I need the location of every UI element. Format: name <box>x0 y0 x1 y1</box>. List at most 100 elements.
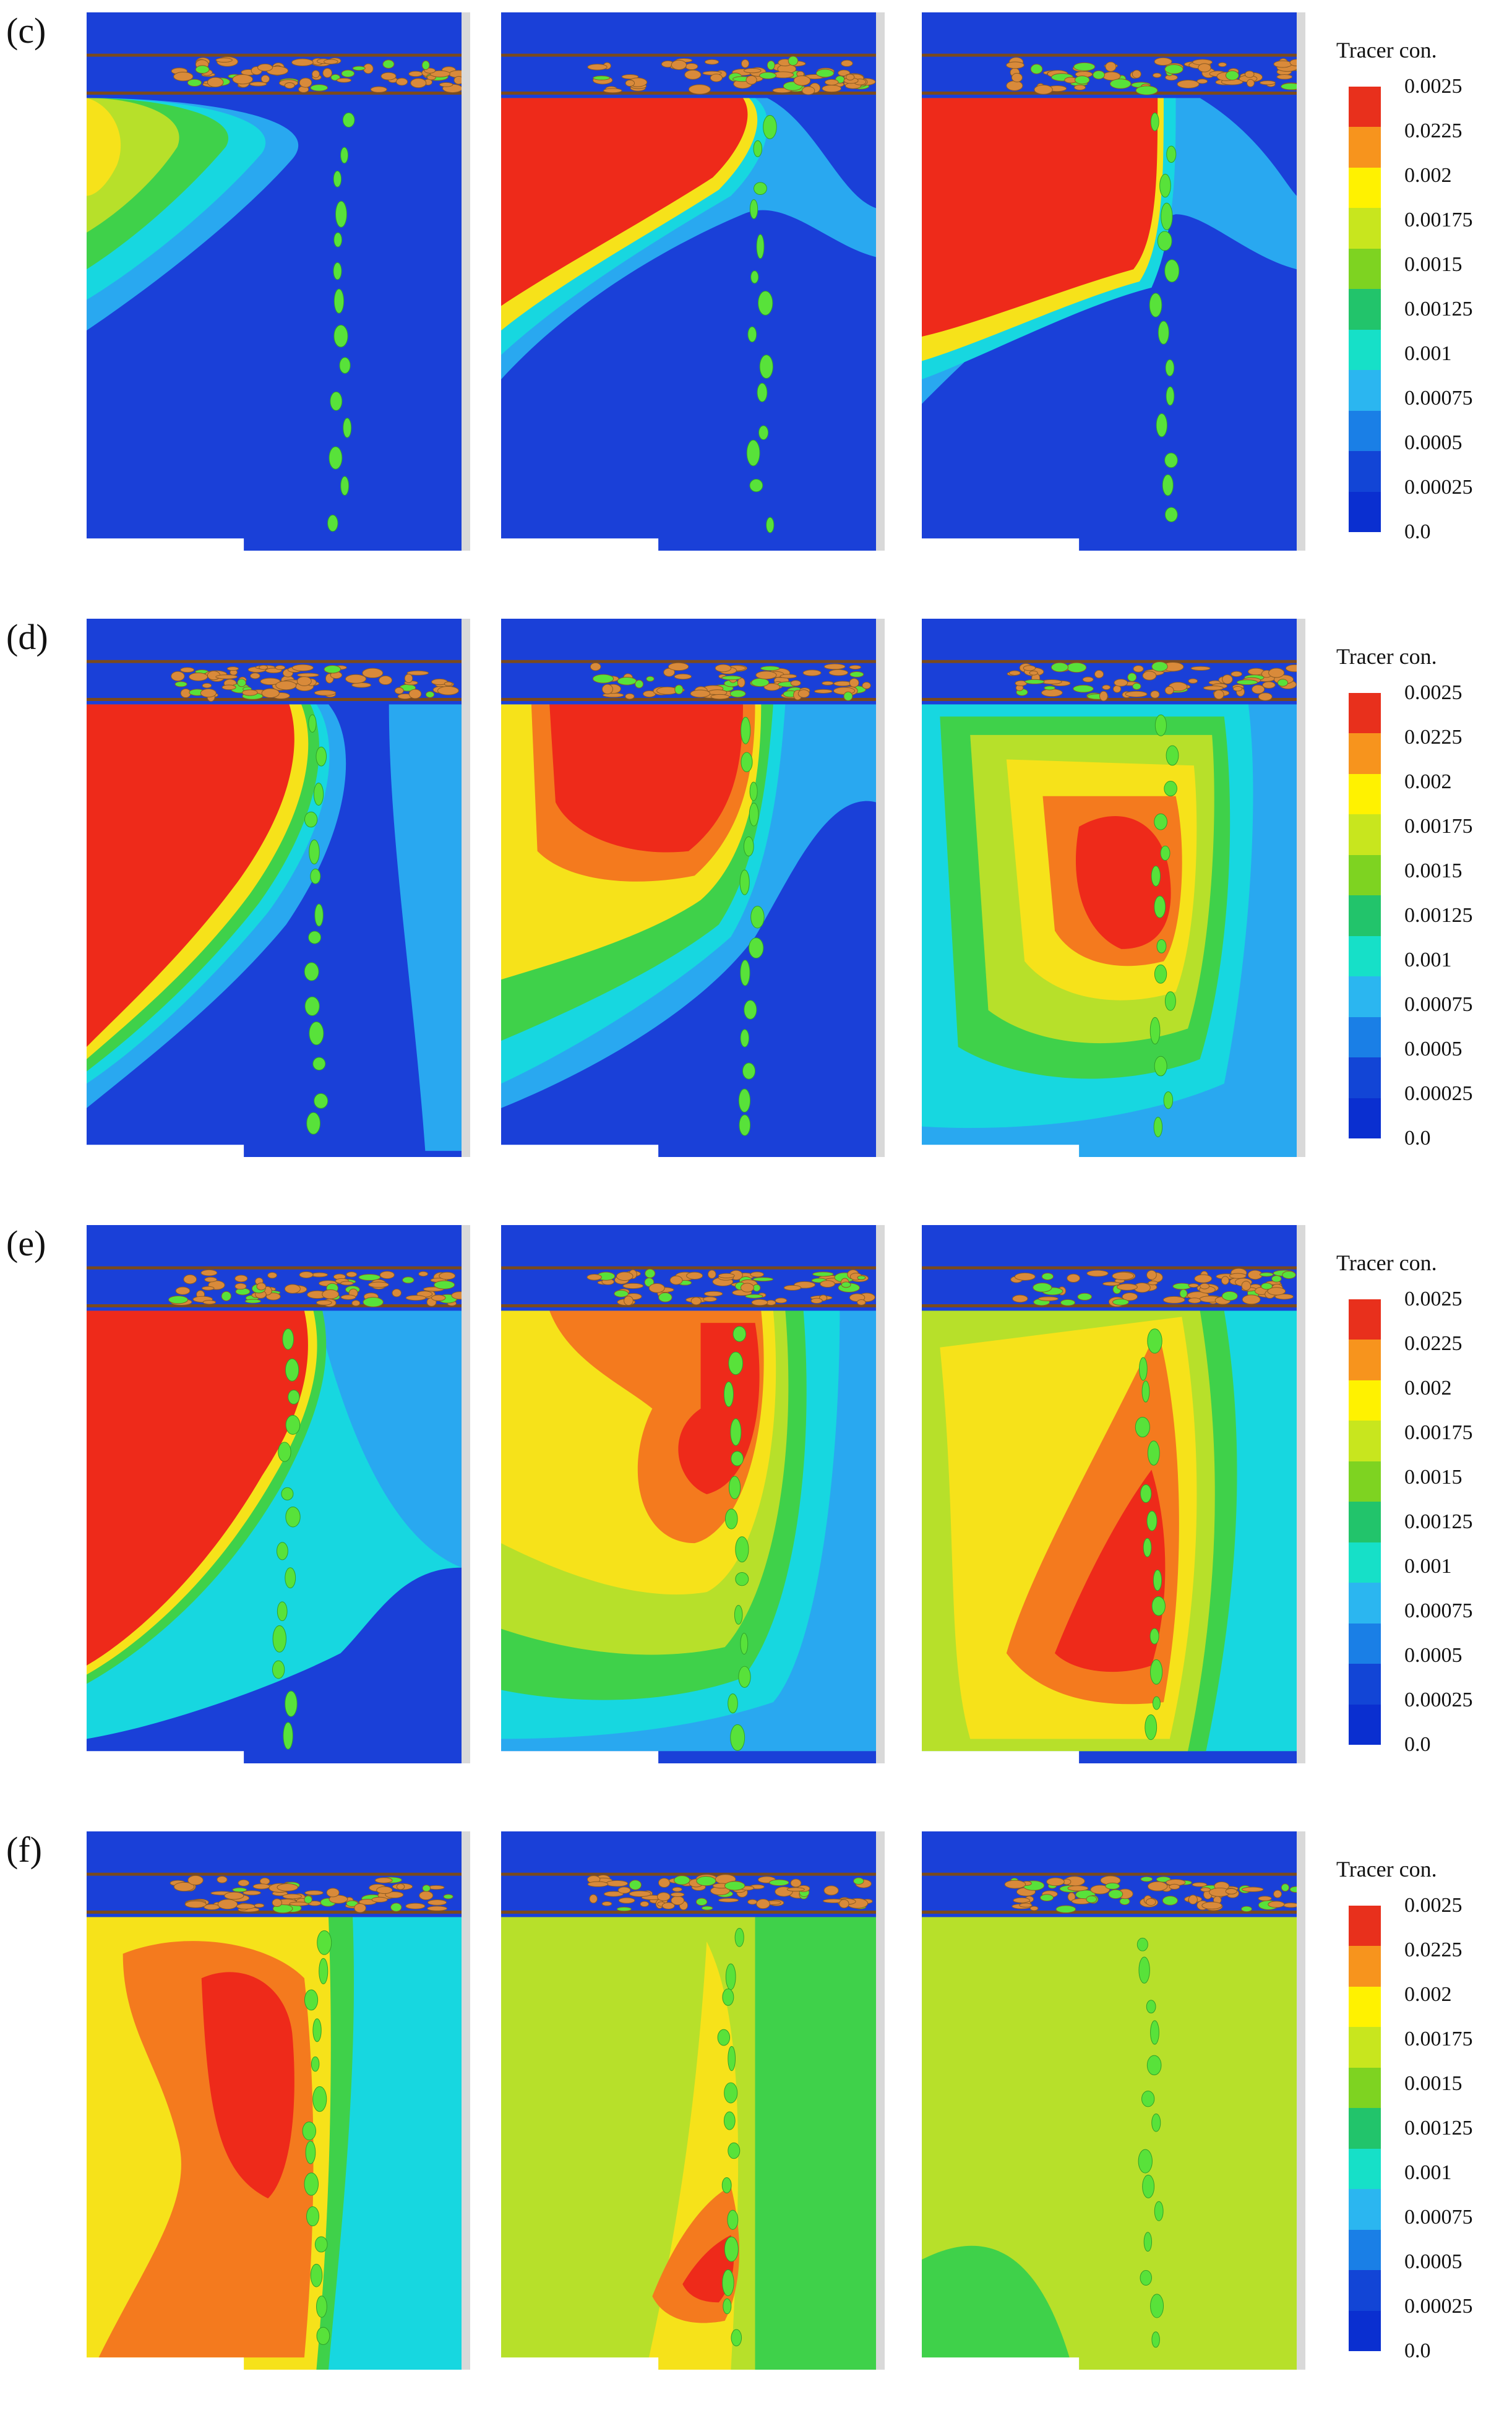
surface-bubble <box>616 1906 632 1912</box>
surface-bubble <box>592 674 614 684</box>
surface-bubble <box>672 1886 682 1892</box>
gas-bubble <box>304 962 319 981</box>
surface-bubble <box>439 1271 456 1280</box>
surface-bubble <box>1094 669 1104 679</box>
colorbar-tick-label: 0.00125 <box>1404 2117 1473 2140</box>
colorbar-swatch <box>1349 2310 1381 2351</box>
colorbar-tick-label: 0.00125 <box>1404 904 1473 927</box>
colorbar-tick-label: 0.00075 <box>1404 993 1473 1016</box>
gas-bubble <box>741 716 751 744</box>
surface-bubble <box>625 79 635 87</box>
gas-bubble <box>272 1660 285 1679</box>
colorbar-tick-label: 0.00025 <box>1404 476 1473 499</box>
surface-bubble <box>1258 1896 1272 1901</box>
legend-title: Tracer con. <box>1336 1250 1437 1275</box>
outline-step <box>87 538 244 551</box>
surface-bubble <box>1273 60 1292 68</box>
surface-bubble <box>1122 1292 1138 1301</box>
gas-bubble <box>333 262 342 280</box>
surface-bubble <box>243 1890 261 1896</box>
gas-bubble <box>1166 386 1175 406</box>
contour-plot <box>922 1831 1297 2370</box>
surface-bubble <box>346 1900 358 1907</box>
surface-bubble <box>1108 1889 1123 1899</box>
colorbar-tick-label: 0.0225 <box>1404 726 1463 749</box>
surface-bubble <box>1112 685 1122 693</box>
surface-bubble <box>790 1878 802 1888</box>
gas-bubble <box>1151 866 1161 887</box>
surface-bubble <box>221 684 236 690</box>
row-label: (e) <box>6 1223 46 1263</box>
surface-bubble <box>1086 1270 1109 1277</box>
contour-panel <box>501 12 885 551</box>
surface-bubble <box>786 1887 805 1892</box>
outline-step <box>922 538 1080 551</box>
surface-bubble <box>815 69 835 78</box>
gas-bubble <box>319 1958 329 1985</box>
surface-bubble <box>1004 1880 1026 1889</box>
surface-bubble <box>312 70 320 79</box>
contour-band <box>549 704 743 853</box>
surface-bubble <box>1198 63 1211 72</box>
surface-bubble <box>629 1880 642 1890</box>
surface-bubble <box>275 665 286 670</box>
surface-bubble <box>812 1271 834 1277</box>
gas-bubble <box>724 1508 738 1529</box>
gas-bubble <box>753 140 763 157</box>
surface-bubble <box>421 60 430 70</box>
surface-bubble <box>1218 62 1227 67</box>
colorbar-legend: Tracer con. 0.0025 0.0225 0.002 0.00175 0.001… <box>1336 643 1510 1176</box>
surface-bubble <box>1236 679 1258 686</box>
gas-bubble <box>1159 173 1171 198</box>
surface-bubble <box>299 1271 314 1278</box>
gas-bubble <box>763 114 777 139</box>
gas-bubble <box>1142 2174 1155 2198</box>
surface-bubble <box>1105 61 1117 72</box>
surface-bubble <box>674 673 692 680</box>
surface-bubble <box>802 86 815 95</box>
gas-bubble <box>282 1328 294 1350</box>
surface-bubble <box>751 677 770 687</box>
colorbar-ticks: 0.0025 0.0225 0.002 0.00175 0.0015 0.00125 0.0… <box>1404 681 1510 1150</box>
colorbar-swatch <box>1349 936 1381 977</box>
surface-bubble <box>788 56 799 66</box>
surface-bubble <box>252 1883 270 1890</box>
colorbar-swatch <box>1349 814 1381 855</box>
surface-bubble <box>202 682 212 689</box>
colorbar-tick-label: 0.0015 <box>1404 1466 1463 1489</box>
surface-bubble <box>326 1888 340 1898</box>
gas-bubble <box>288 1390 300 1404</box>
colorbar-tick-label: 0.002 <box>1404 1377 1452 1400</box>
gas-bubble <box>723 2298 732 2315</box>
gas-bubble <box>1153 1696 1161 1710</box>
surface-bubble <box>207 77 224 88</box>
gas-bubble <box>731 1451 744 1466</box>
gas-bubble <box>316 746 327 767</box>
surface-bubble <box>184 1900 207 1908</box>
colorbar-swatch <box>1349 1098 1381 1138</box>
gas-bubble <box>1138 1956 1150 1984</box>
surface-bubble <box>1041 689 1063 697</box>
surface-bubble <box>1086 1895 1097 1903</box>
gas-bubble <box>1149 293 1162 317</box>
surface-bubble <box>833 681 852 687</box>
gas-bubble <box>285 1690 298 1717</box>
figure-row: (f) Tracer con. 0.0025 0.0225 0.002 0.00175 0.… <box>0 1830 1512 2413</box>
surface-bubble <box>1030 64 1043 74</box>
gas-bubble <box>759 355 773 379</box>
surface-bubble <box>340 1281 354 1286</box>
surface-bubble <box>1102 1281 1120 1286</box>
surface-bubble <box>1105 1882 1120 1890</box>
gas-bubble <box>1140 1484 1152 1503</box>
contour-plot <box>922 619 1297 1157</box>
surface-bubble <box>622 1283 644 1289</box>
surface-bubble <box>370 86 387 93</box>
colorbar-tick-label: 0.00075 <box>1404 1599 1473 1622</box>
gas-bubble <box>1150 2020 1159 2045</box>
surface-bubble <box>822 85 841 93</box>
surface-bubble <box>392 1289 402 1297</box>
gas-bubble <box>306 2206 320 2227</box>
surface-bubble <box>1162 1296 1185 1304</box>
surface-bubble <box>857 1275 866 1280</box>
colorbar-swatch <box>1349 693 1381 734</box>
